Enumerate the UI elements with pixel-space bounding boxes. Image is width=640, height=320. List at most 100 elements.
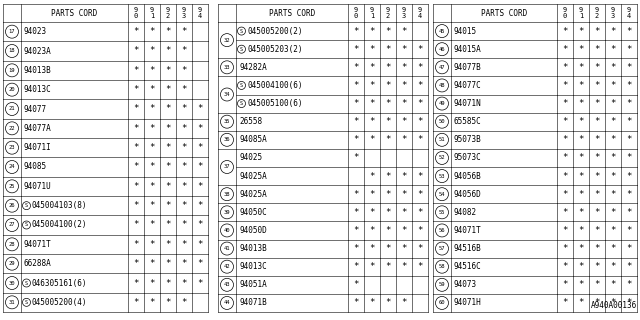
Text: *: * [149,27,155,36]
Text: *: * [181,240,187,249]
Text: *: * [401,81,406,90]
Text: *: * [133,278,139,287]
Text: *: * [353,244,358,253]
Text: *: * [149,66,155,75]
Text: 24: 24 [9,164,15,170]
Text: *: * [181,278,187,287]
Text: 94085A: 94085A [239,135,267,144]
Text: 21: 21 [9,107,15,111]
Text: *: * [181,298,187,307]
Text: 31: 31 [9,300,15,305]
Text: *: * [563,63,568,72]
Text: *: * [401,244,406,253]
Text: *: * [563,244,568,253]
Text: *: * [401,63,406,72]
Text: *: * [165,240,171,249]
Text: 65585C: 65585C [454,117,482,126]
Text: *: * [353,135,358,144]
Text: 50: 50 [439,119,445,124]
Text: *: * [165,259,171,268]
Text: *: * [401,299,406,308]
Text: *: * [181,163,187,172]
Text: 9
0: 9 0 [354,7,358,19]
Text: *: * [627,190,632,199]
Text: *: * [579,99,584,108]
Text: *: * [133,201,139,210]
Text: 38: 38 [224,192,230,197]
Text: *: * [165,66,171,75]
Text: 94077: 94077 [24,105,47,114]
Text: *: * [369,299,374,308]
Text: *: * [369,117,374,126]
Text: *: * [197,240,203,249]
Text: 95073C: 95073C [454,153,482,163]
Text: 23: 23 [9,145,15,150]
Text: 045005203(2): 045005203(2) [247,45,303,54]
Text: S: S [25,281,28,285]
Text: *: * [165,201,171,210]
Text: *: * [385,226,390,235]
Text: 94050D: 94050D [239,226,267,235]
Text: *: * [181,220,187,229]
Text: 94023: 94023 [24,27,47,36]
Text: *: * [611,262,616,271]
Text: *: * [353,27,358,36]
Text: 94071B: 94071B [239,299,267,308]
Text: *: * [385,63,390,72]
Text: *: * [579,172,584,180]
Text: PARTS CORD: PARTS CORD [481,9,527,18]
Text: *: * [627,280,632,289]
Text: 53: 53 [439,173,445,179]
Text: 94082: 94082 [454,208,477,217]
Text: *: * [181,182,187,191]
Text: 32: 32 [224,38,230,43]
Text: 56: 56 [439,228,445,233]
Text: *: * [369,172,374,180]
Text: *: * [353,81,358,90]
Text: *: * [579,208,584,217]
Text: *: * [369,27,374,36]
Text: *: * [627,63,632,72]
Text: *: * [149,143,155,152]
Text: 045005200(4): 045005200(4) [32,298,88,307]
Text: *: * [611,172,616,180]
Text: *: * [611,99,616,108]
Text: 94282A: 94282A [239,63,267,72]
Text: *: * [563,262,568,271]
Text: 94013B: 94013B [24,66,52,75]
Text: *: * [165,298,171,307]
Text: *: * [579,262,584,271]
Text: *: * [579,153,584,163]
Text: 52: 52 [439,156,445,160]
Text: *: * [197,163,203,172]
Text: *: * [133,220,139,229]
Text: *: * [149,105,155,114]
Text: *: * [369,135,374,144]
Text: 49: 49 [439,101,445,106]
Text: *: * [385,172,390,180]
Text: *: * [197,201,203,210]
Text: *: * [385,190,390,199]
Text: *: * [595,244,600,253]
Text: 9
4: 9 4 [627,7,631,19]
Text: A940A00136: A940A00136 [591,301,637,310]
Text: 66288A: 66288A [24,259,52,268]
Text: *: * [595,299,600,308]
Text: *: * [165,85,171,94]
Text: *: * [181,85,187,94]
Text: *: * [627,27,632,36]
Text: 35: 35 [224,119,230,124]
Text: *: * [353,99,358,108]
Text: *: * [149,201,155,210]
Text: *: * [165,278,171,287]
Text: *: * [385,117,390,126]
Text: 55: 55 [439,210,445,215]
Text: *: * [369,99,374,108]
Text: *: * [579,81,584,90]
Text: *: * [627,262,632,271]
Text: *: * [417,81,422,90]
Text: *: * [385,45,390,54]
Text: *: * [595,226,600,235]
Text: *: * [181,27,187,36]
Text: *: * [353,117,358,126]
